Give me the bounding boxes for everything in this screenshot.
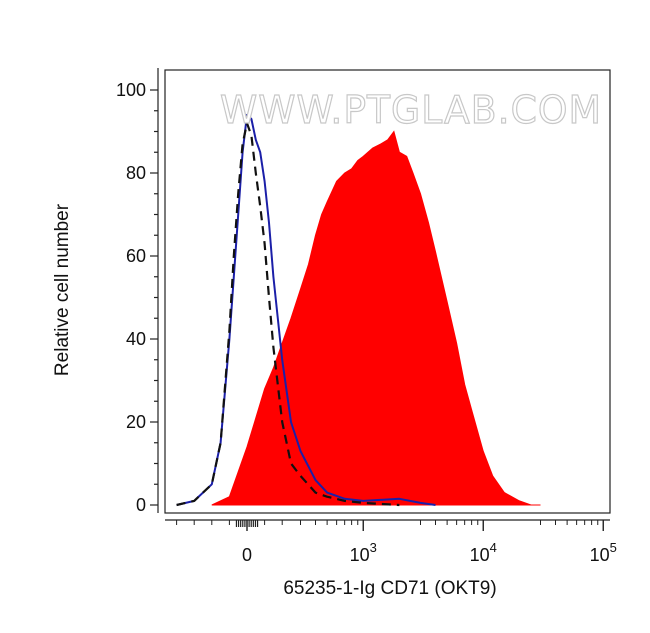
x-tick-base: 0 xyxy=(242,545,252,565)
x-tick-exponent: 3 xyxy=(370,540,377,555)
y-tick-label: 40 xyxy=(126,329,146,349)
x-tick-label: 103 xyxy=(350,540,377,565)
x-tick-base: 10 xyxy=(590,545,610,565)
x-tick-label: 104 xyxy=(470,540,497,565)
y-tick-label: 20 xyxy=(126,412,146,432)
x-tick-exponent: 4 xyxy=(490,540,497,555)
x-tick-exponent: 5 xyxy=(610,540,617,555)
x-tick-label: 0 xyxy=(242,545,252,565)
y-tick-label: 60 xyxy=(126,246,146,266)
x-tick-label: 105 xyxy=(590,540,617,565)
x-tick-base: 10 xyxy=(350,545,370,565)
y-tick-label: 0 xyxy=(136,495,146,515)
y-axis-title: Relative cell number xyxy=(52,203,73,376)
x-axis-title: 65235-1-Ig CD71 (OKT9) xyxy=(283,578,496,599)
x-axis: 0 103 104 105 xyxy=(165,519,617,565)
series-layer xyxy=(176,113,541,507)
y-axis: 0 20 40 60 80 100 xyxy=(116,68,159,515)
plot-frame xyxy=(164,69,611,514)
y-tick-label: 100 xyxy=(116,80,146,100)
series-filled-histogram xyxy=(211,130,541,506)
y-tick-label: 80 xyxy=(126,163,146,183)
watermark-text: WWW.PTGLAB.COM xyxy=(220,88,602,132)
x-tick-base: 10 xyxy=(470,545,490,565)
